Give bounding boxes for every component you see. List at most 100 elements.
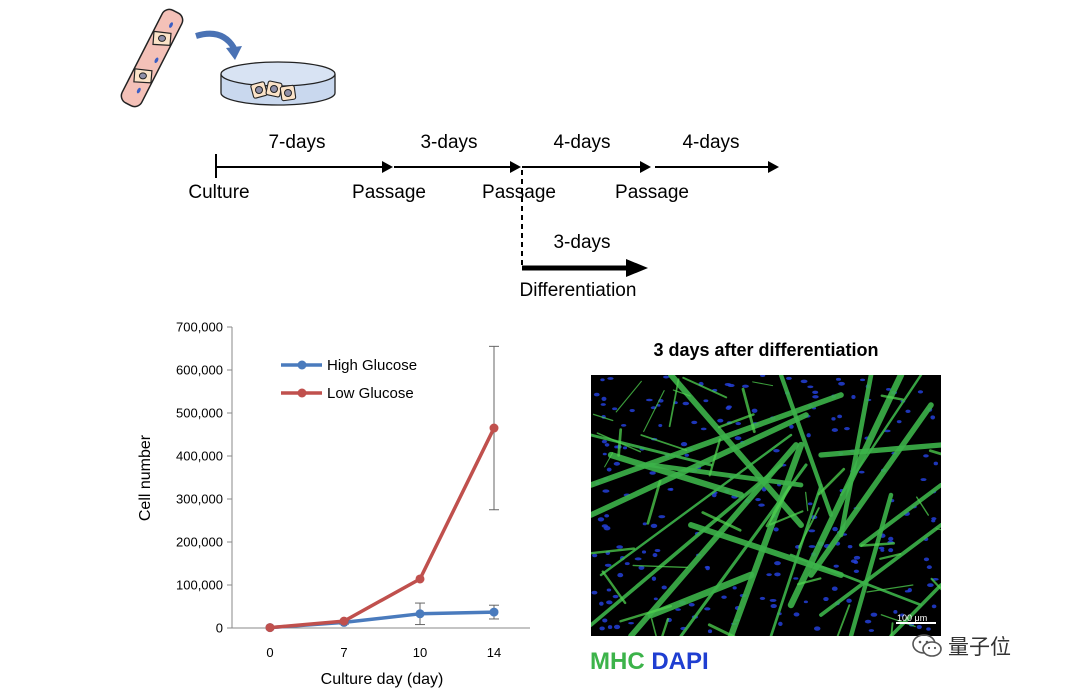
nucleus <box>717 418 724 423</box>
nucleus <box>658 515 666 519</box>
nucleus <box>599 601 604 606</box>
myotube-branch <box>604 452 614 468</box>
myotube-branch <box>860 542 896 547</box>
myotube-branch <box>646 479 662 525</box>
nucleus <box>931 519 936 523</box>
myotube <box>858 482 941 548</box>
nucleus <box>930 415 936 420</box>
nucleus <box>688 602 695 607</box>
nucleus <box>900 613 905 617</box>
data-point <box>489 607 499 617</box>
nucleus <box>905 409 911 414</box>
nucleus <box>667 488 673 491</box>
nucleus <box>599 626 605 631</box>
myotube-branch <box>717 413 755 429</box>
myotube-branch <box>615 380 642 413</box>
nucleus <box>927 583 934 588</box>
nucleus <box>844 427 850 431</box>
series-line-1 <box>269 427 496 630</box>
branch-arrowhead <box>626 259 648 277</box>
nucleus <box>786 376 792 380</box>
nucleus <box>622 446 628 450</box>
timeline-arrowhead-3 <box>640 161 651 173</box>
nucleus <box>638 565 645 570</box>
myotube-branch <box>752 381 774 387</box>
myotube-branch <box>880 394 904 401</box>
nucleus <box>860 378 866 382</box>
myotube-branch <box>661 617 670 636</box>
nucleus <box>870 612 878 617</box>
nucleus <box>769 598 777 602</box>
myotube-branch <box>797 577 822 586</box>
nucleus <box>835 377 842 381</box>
nucleus <box>770 603 777 609</box>
myotube <box>599 433 793 577</box>
nucleus <box>654 548 661 553</box>
myotube-branch <box>601 570 627 605</box>
nucleus <box>684 453 690 457</box>
myotube-branch <box>701 511 742 532</box>
duration-label-3: 4-days <box>553 132 611 153</box>
nucleus <box>649 471 656 475</box>
y-tick-label: 500,000 <box>176 406 223 421</box>
myotube-branch <box>817 467 846 496</box>
nucleus <box>604 514 610 518</box>
stain-legend: MHC DAPI <box>590 648 709 676</box>
y-axis-label: Cell number <box>137 434 154 521</box>
y-tick-label: 300,000 <box>176 492 223 507</box>
myotube <box>591 412 809 518</box>
y-tick-label: 100,000 <box>176 578 223 593</box>
myotube-branch <box>619 604 672 623</box>
nucleus <box>793 612 800 617</box>
nucleus <box>600 378 605 382</box>
nucleus <box>789 424 794 429</box>
nucleus <box>613 461 621 466</box>
nucleus <box>725 406 731 410</box>
nucleus <box>853 555 861 560</box>
myotube-branch <box>682 376 728 399</box>
nucleus <box>813 626 821 631</box>
nucleus <box>812 390 819 394</box>
myotube-branch <box>592 413 614 422</box>
nucleus <box>833 564 839 568</box>
nucleus <box>926 627 931 631</box>
nucleus <box>793 577 799 580</box>
x-tick-label: 14 <box>487 645 501 660</box>
nucleus <box>734 436 742 441</box>
nucleus <box>682 401 690 406</box>
x-axis-label: Culture day (day) <box>321 671 444 688</box>
nucleus <box>700 427 707 431</box>
nucleus <box>880 548 885 552</box>
nucleus <box>629 408 635 413</box>
myotube-branch <box>741 387 756 434</box>
nucleus <box>628 621 634 625</box>
nucleus <box>808 529 816 533</box>
myotube-branch <box>650 618 657 636</box>
nucleus <box>651 576 657 581</box>
nucleus <box>600 403 606 406</box>
myotube <box>668 375 804 528</box>
nucleus <box>838 381 845 386</box>
legend-label: High Glucose <box>327 357 417 374</box>
curved-arrow-icon <box>195 30 242 60</box>
myotube-branch <box>916 496 930 516</box>
nucleus <box>807 385 814 389</box>
myotube-branch <box>890 622 894 636</box>
nucleus <box>653 597 658 601</box>
myotube-branch <box>935 528 941 531</box>
nucleus <box>652 553 658 558</box>
stain-label-mhc: MHC <box>590 648 645 675</box>
myotube-branch <box>879 553 902 560</box>
stain-label-dapi: DAPI <box>651 648 709 675</box>
nucleus <box>592 553 598 558</box>
myotube-branch <box>930 577 941 591</box>
watermark: 量子位 <box>912 626 1011 666</box>
y-tick-label: 700,000 <box>176 320 223 335</box>
nucleus <box>851 394 856 399</box>
nucleus <box>606 600 613 605</box>
data-point <box>415 609 425 619</box>
nucleus <box>591 590 598 595</box>
x-tick-label: 7 <box>340 645 347 660</box>
myotube-branch <box>836 604 851 636</box>
nucleus <box>766 573 772 577</box>
